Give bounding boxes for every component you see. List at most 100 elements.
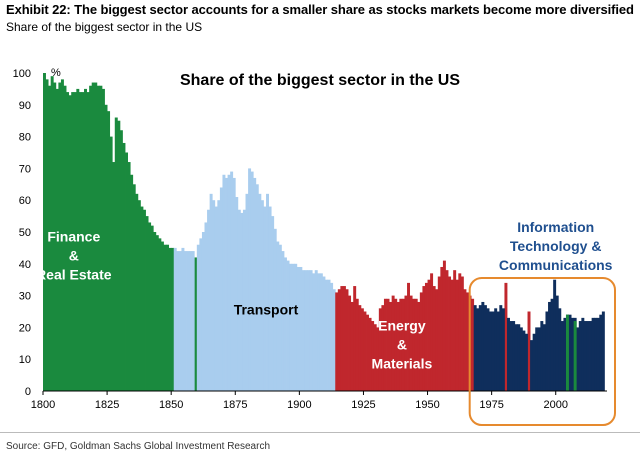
bar-1802 <box>48 85 52 391</box>
bar-1987 <box>522 330 526 391</box>
bar-1883 <box>255 184 259 391</box>
bar-1878 <box>242 209 246 391</box>
bar-1936 <box>391 295 395 391</box>
bar-1913 <box>332 289 336 391</box>
sector-label-line: Technology & <box>510 238 602 254</box>
bar-1904 <box>309 270 313 391</box>
bar-1811 <box>71 92 75 391</box>
bar-1879 <box>245 193 249 391</box>
bar-1970 <box>478 305 482 391</box>
bar-1803 <box>50 76 54 392</box>
bar-1921 <box>353 286 357 391</box>
bar-1945 <box>414 298 418 391</box>
it-highlight-box <box>468 277 617 426</box>
bar-1832 <box>125 152 128 391</box>
y-tick-label: 90 <box>19 100 31 112</box>
bar-1865 <box>209 193 213 391</box>
bar-1814 <box>78 92 82 391</box>
bar-2007 <box>573 321 577 391</box>
bar-1915 <box>337 289 341 391</box>
bar-1916 <box>340 286 344 391</box>
bar-1830 <box>119 130 123 392</box>
bar-2014 <box>591 317 595 391</box>
bar-1992 <box>535 327 539 391</box>
bar-1985 <box>517 324 521 391</box>
sector-label-line: Energy <box>378 318 426 334</box>
bar-1810 <box>68 95 72 391</box>
bar-1848 <box>166 244 170 391</box>
bar-1953 <box>435 289 439 391</box>
bar-1948 <box>422 286 426 391</box>
bar-1846 <box>160 241 164 391</box>
bar-1984 <box>514 324 518 391</box>
bar-1910 <box>325 279 328 391</box>
x-tick-label: 1850 <box>159 399 183 411</box>
bar-1831 <box>122 142 126 391</box>
bar-1889 <box>271 216 275 391</box>
bar-1817 <box>86 92 90 391</box>
bar-1902 <box>304 270 308 391</box>
bar-1870 <box>222 174 226 391</box>
bar-1937 <box>394 298 398 391</box>
bar-1996 <box>545 311 549 391</box>
bar-1977 <box>496 311 500 391</box>
bar-1801 <box>45 79 49 392</box>
y-tick-label: 80 <box>19 132 31 144</box>
bar-1993 <box>537 327 541 391</box>
bar-1854 <box>181 247 185 391</box>
y-tick-label: 20 <box>19 322 31 334</box>
bar-1838 <box>140 206 144 391</box>
bar-1855 <box>184 251 187 391</box>
bar-1897 <box>291 263 295 391</box>
bar-1885 <box>260 200 264 391</box>
bar-1884 <box>258 193 262 391</box>
bar-1932 <box>381 305 385 391</box>
bar-1918 <box>345 289 349 391</box>
bar-1887 <box>266 193 269 391</box>
bar-1939 <box>399 298 403 391</box>
bar-1862 <box>201 232 205 391</box>
bar-1829 <box>117 120 121 391</box>
bar-1899 <box>296 266 300 391</box>
bar-1853 <box>178 251 182 391</box>
sector-labels: Finance & Real Estate Transport Energy & Mater… <box>36 219 613 372</box>
bar-1971 <box>481 301 485 391</box>
bar-1949 <box>424 282 428 391</box>
sector-label-line: Materials <box>372 356 433 372</box>
bar-1842 <box>150 225 154 391</box>
bar-1968 <box>473 305 477 391</box>
bar-1882 <box>253 177 257 391</box>
bar-1923 <box>358 305 362 391</box>
bar-1979 <box>501 308 505 391</box>
bar-1875 <box>235 197 239 391</box>
bar-1954 <box>437 276 441 391</box>
bar-2018 <box>601 311 605 391</box>
bar-1893 <box>281 251 285 391</box>
bar-1961 <box>455 279 459 391</box>
bar-1955 <box>440 266 444 391</box>
sector-label-line: Transport <box>234 302 299 318</box>
bar-1858 <box>191 251 195 391</box>
bar-2013 <box>589 321 593 391</box>
bar-1834 <box>130 174 134 391</box>
x-tick-label: 1975 <box>479 399 503 411</box>
bar-2011 <box>583 321 587 391</box>
bar-1839 <box>142 209 146 391</box>
bar-1888 <box>268 206 272 391</box>
bar-1906 <box>314 270 318 391</box>
bar-1815 <box>81 92 85 391</box>
bar-1980 <box>504 282 508 391</box>
bar-1928 <box>371 321 375 391</box>
bar-1983 <box>512 321 516 391</box>
sector-label-line: Finance <box>47 229 100 245</box>
bar-1819 <box>91 82 95 391</box>
bar-1935 <box>389 301 393 391</box>
bar-1972 <box>483 305 487 391</box>
bar-1840 <box>145 216 149 391</box>
bar-1967 <box>471 298 475 391</box>
x-tick-label: 1800 <box>31 399 55 411</box>
bar-1836 <box>135 193 139 391</box>
bar-1861 <box>199 238 203 391</box>
bar-1989 <box>527 311 531 391</box>
bar-1890 <box>273 228 277 391</box>
